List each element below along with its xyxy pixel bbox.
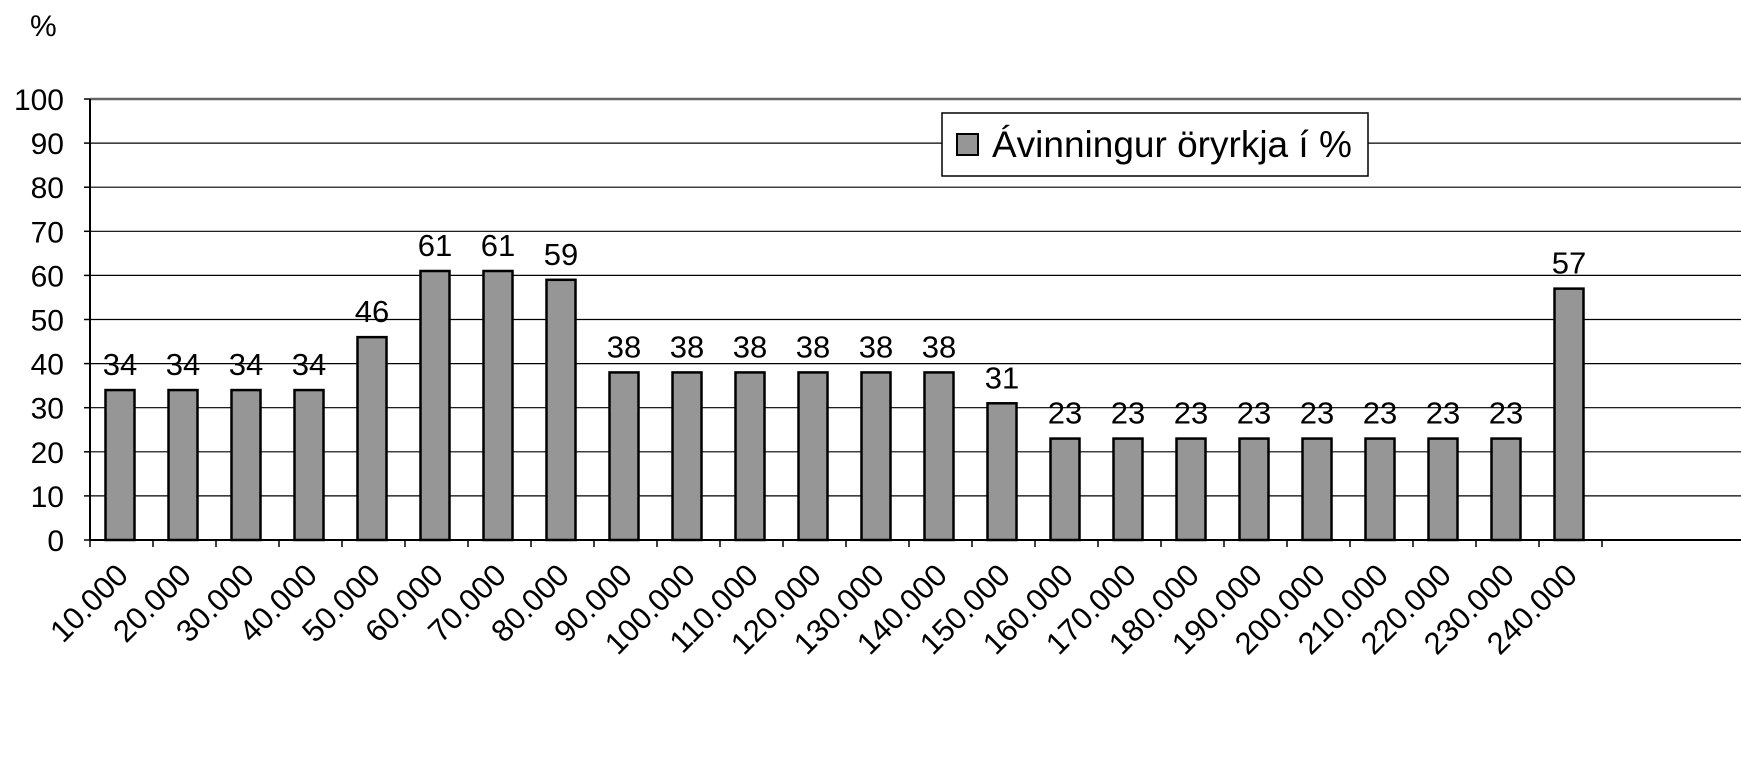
data-label: 23 [1426, 396, 1460, 431]
y-tick-label: 30 [31, 393, 64, 426]
data-label: 34 [229, 347, 263, 382]
bar [1490, 437, 1522, 542]
y-tick-label: 70 [31, 216, 64, 249]
legend: Ávinningur öryrkja í % [941, 112, 1369, 177]
y-tick-label: 50 [31, 305, 64, 338]
data-label: 23 [1174, 396, 1208, 431]
data-label: 38 [922, 329, 956, 364]
data-label: 23 [1237, 396, 1271, 431]
data-label: 23 [1300, 396, 1334, 431]
bar [419, 269, 451, 542]
legend-label: Ávinningur öryrkja í % [992, 124, 1352, 165]
data-label: 46 [355, 294, 389, 329]
y-tick-label: 10 [31, 481, 64, 514]
data-label: 57 [1552, 246, 1586, 281]
bar [797, 371, 829, 542]
data-label: 59 [544, 237, 578, 272]
axes [89, 99, 1741, 547]
data-label: 38 [733, 329, 767, 364]
data-label: 61 [418, 228, 452, 263]
y-tick-labels: 0 10 20 30 40 50 60 70 80 90 100 [14, 84, 64, 558]
bar [608, 371, 640, 542]
bar [1553, 287, 1585, 542]
legend-box [941, 112, 1369, 177]
x-tick-labels: 10.00020.00030.00040.00050.00060.00070.0… [43, 557, 1584, 661]
y-tick-label: 20 [31, 437, 64, 470]
bar [860, 371, 892, 542]
y-tick-label: 100 [14, 84, 64, 117]
bars [104, 269, 1585, 542]
data-label: 61 [481, 228, 515, 263]
data-labels: 34 34 34 34 46 61 61 59 38 38 38 38 38 38 31 23 23 23 23 23… [103, 228, 1586, 431]
data-label: 34 [292, 347, 326, 382]
bar [1427, 437, 1459, 542]
bar [923, 371, 955, 542]
data-label: 38 [607, 329, 641, 364]
bar [1364, 437, 1396, 542]
data-label: 23 [1489, 396, 1523, 431]
data-label: 23 [1111, 396, 1145, 431]
data-label: 38 [859, 329, 893, 364]
data-label: 38 [796, 329, 830, 364]
data-label: 23 [1048, 396, 1082, 431]
data-label: 34 [103, 347, 137, 382]
legend-swatch [956, 133, 979, 156]
y-axis-label: % [30, 10, 57, 43]
bar [293, 388, 325, 542]
bar [545, 278, 577, 542]
bar [482, 269, 514, 542]
bar [356, 335, 388, 542]
y-tick-label: 80 [31, 172, 64, 205]
bar [230, 388, 262, 542]
bar [1301, 437, 1333, 542]
bar [167, 388, 199, 542]
y-tick-label: 0 [47, 525, 64, 558]
bar [671, 371, 703, 542]
bar [1238, 437, 1270, 542]
bar [734, 371, 766, 542]
y-tick-label: 90 [31, 128, 64, 161]
y-tick-label: 40 [31, 349, 64, 382]
data-label: 31 [985, 360, 1019, 395]
y-tick-label: 60 [31, 260, 64, 293]
bar [986, 402, 1018, 542]
bar [1175, 437, 1207, 542]
data-label: 34 [166, 347, 200, 382]
bar [1112, 437, 1144, 542]
data-label: 23 [1363, 396, 1397, 431]
bar [104, 388, 136, 542]
data-label: 38 [670, 329, 704, 364]
bar [1049, 437, 1081, 542]
